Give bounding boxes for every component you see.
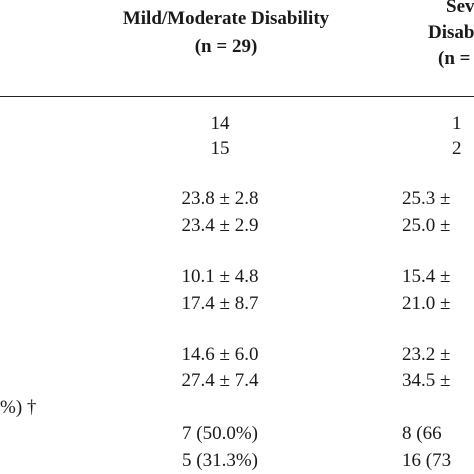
column-header: Sev (446, 0, 474, 17)
cell: 1 (452, 113, 462, 134)
cell: 23.2 ± (402, 344, 451, 365)
column-header: (n = 29) (194, 36, 258, 57)
cell: 34.5 ± (402, 370, 451, 391)
cell: 16 (73 (402, 450, 452, 471)
cell: 7 (50.0%) (182, 423, 258, 444)
cell: 14.6 ± 6.0 (181, 344, 259, 365)
column-header: Disab (428, 22, 474, 43)
cell: 15 (210, 138, 230, 159)
cell: 25.3 ± (402, 188, 451, 209)
cell: 23.8 ± 2.8 (181, 188, 259, 209)
column-header: (n = (438, 48, 471, 69)
cell: 23.4 ± 2.9 (181, 215, 259, 236)
row-label: %) † (0, 397, 37, 418)
cell: 14 (210, 113, 230, 134)
header-rule (0, 96, 474, 97)
cell: 25.0 ± (402, 215, 451, 236)
cell: 17.4 ± 8.7 (181, 293, 259, 314)
cell: 10.1 ± 4.8 (181, 266, 259, 287)
cell: 2 (452, 138, 462, 159)
cell: 5 (31.3%) (182, 450, 258, 471)
cell: 15.4 ± (402, 266, 451, 287)
column-header: Mild/Moderate Disability (122, 8, 330, 29)
cell: 27.4 ± 7.4 (181, 370, 259, 391)
cell: 8 (66 (402, 423, 442, 444)
cell: 21.0 ± (402, 293, 451, 314)
